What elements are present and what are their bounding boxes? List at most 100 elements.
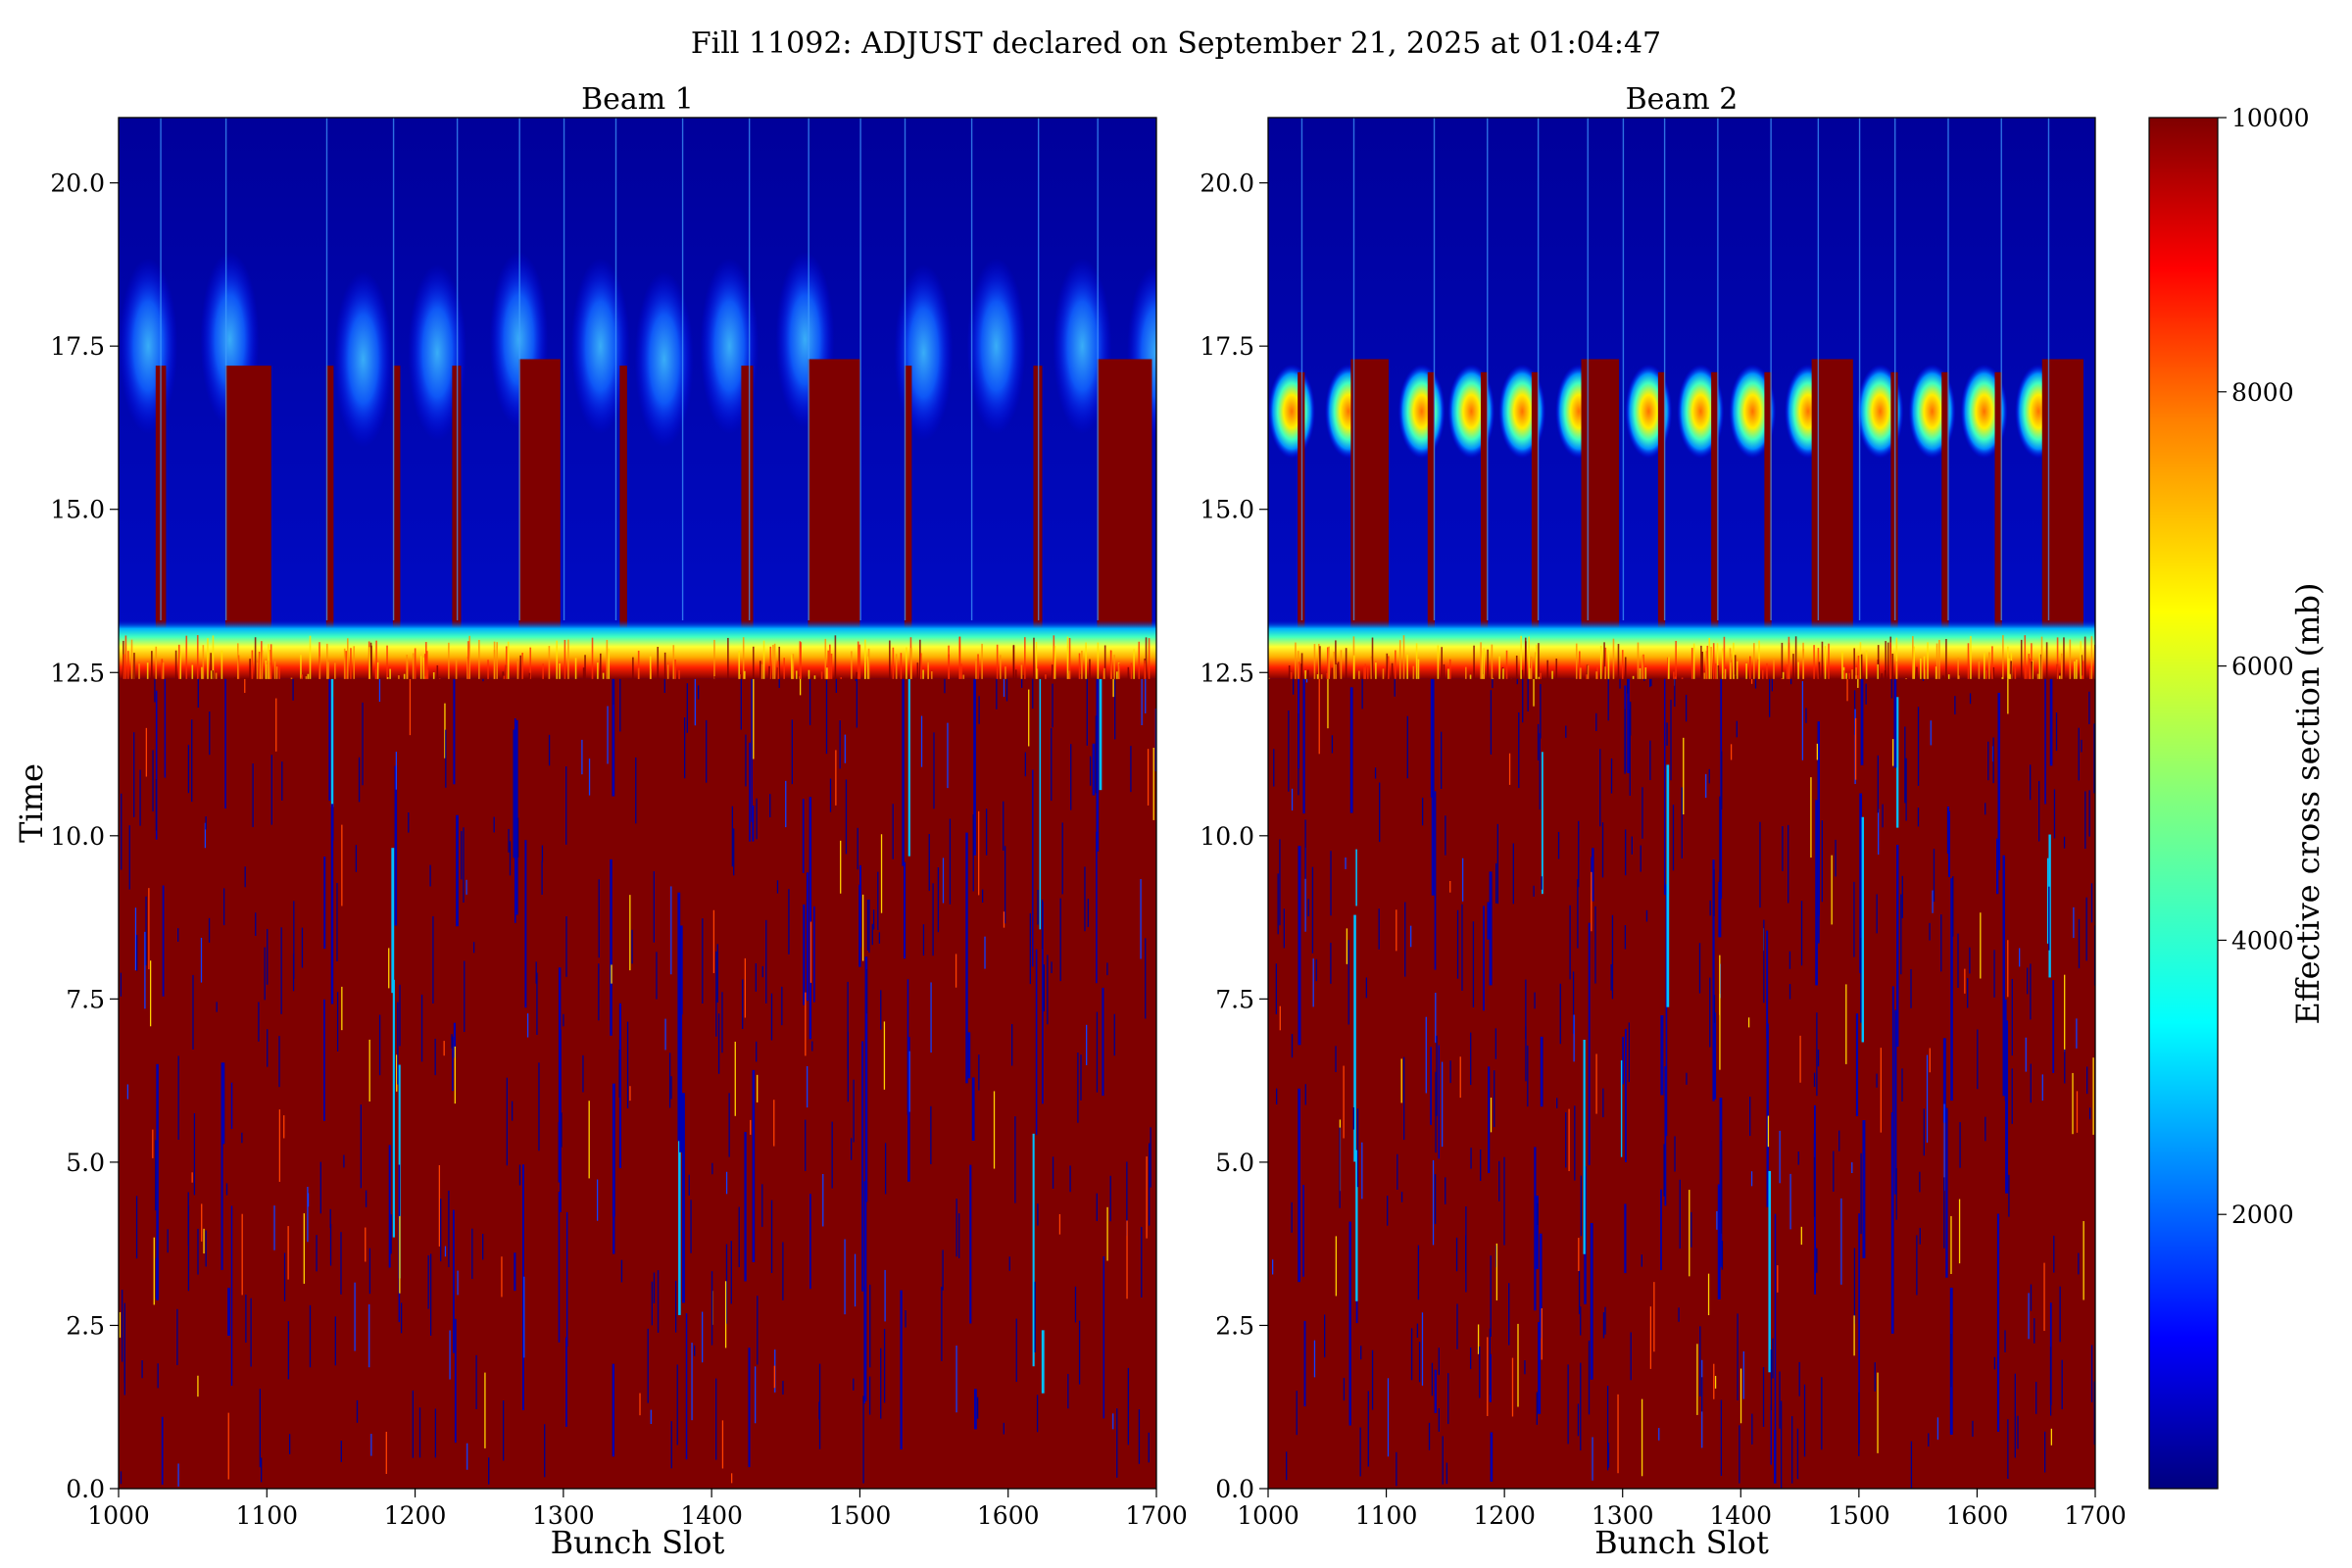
noise-streak [1796,1428,1799,1480]
noise-streak [1447,1373,1449,1425]
noise-streak [1840,1198,1842,1285]
noise-streak [862,1396,864,1484]
band-flame [1388,656,1390,679]
noise-streak [1739,1425,1740,1484]
noise-streak [152,750,154,812]
noise-streak [1037,890,1039,925]
band-flame [127,651,129,679]
band-flame [1642,654,1644,679]
noise-streak [949,818,952,905]
noise-streak [1539,733,1541,810]
noise-streak [811,1041,813,1052]
noise-streak [2078,727,2080,781]
noise-streak [1858,1392,1860,1456]
upper-track [1622,118,1625,620]
gap-streak [1438,1045,1441,1159]
noise-streak [501,1256,503,1298]
persistent-high [392,366,401,681]
noise-streak [1631,836,1633,855]
noise-streak [1525,1026,1527,1082]
band-flame [2031,661,2033,679]
band-flame [900,653,903,679]
noise-streak [244,678,246,694]
noise-streak [1059,898,1061,982]
gap-streak [680,925,683,1015]
band-flame [783,658,785,679]
band-flame [258,652,261,679]
noise-streak [1779,1130,1781,1184]
band-flame [1942,675,1944,679]
band-flame [713,676,716,679]
band-flame [2008,658,2010,679]
band-flame [672,645,675,679]
noise-streak [1360,1346,1362,1360]
band-flame [1797,662,1799,679]
noise-streak [523,1276,525,1358]
noise-streak [365,1190,368,1207]
band-flame [2082,661,2084,679]
noise-streak [429,1253,432,1336]
band-flame [600,653,602,679]
band-flame [856,671,858,679]
noise-streak [620,1259,623,1283]
figure-title: Fill 11092: ADJUST declared on September… [691,26,1661,61]
band-flame [608,648,611,679]
noise-streak [825,679,828,755]
band-flame [422,657,425,679]
gap-streak [1032,1133,1035,1367]
band-flame [1595,671,1597,679]
band-flame [2009,673,2011,679]
noise-streak [778,678,780,688]
gap-streak [863,1286,866,1404]
noise-streak [133,732,135,817]
upper-track [1037,118,1040,620]
noise-streak [1910,1441,1913,1489]
noise-streak [868,1376,871,1415]
y-tick-label: 15.0 [1200,496,1254,524]
noise-streak [1037,1203,1039,1226]
gap-streak [973,678,976,856]
noise-streak [1588,1340,1591,1415]
noise-streak [844,1239,846,1315]
band-flame [1298,662,1300,679]
noise-streak [2017,1415,2019,1449]
noise-streak [438,1164,441,1247]
noise-streak [930,1105,932,1164]
noise-streak [1339,1127,1341,1208]
gap-streak [861,1041,864,1292]
gap-streak [230,1205,233,1387]
noise-streak [944,678,946,694]
noise-streak [1525,979,1527,1040]
band-flame [762,640,765,679]
noise-streak [1371,1349,1374,1410]
noise-streak [1304,848,1306,932]
gap-streak [522,1164,524,1411]
band-flame [564,639,566,679]
noise-streak [728,1093,730,1157]
noise-streak [134,907,137,971]
band-flame [738,651,741,679]
noise-streak [1679,1179,1681,1250]
band-flame [977,654,979,679]
noise-streak [1311,866,1314,954]
band-flame [840,677,843,679]
gap-streak [1774,1213,1777,1461]
noise-streak [880,990,882,1030]
band-flame [268,661,270,679]
noise-streak [336,992,339,1052]
band-flame [345,651,348,679]
y-tick-label: 0.0 [1215,1475,1254,1503]
band-flame [220,650,223,679]
noise-streak [1831,855,1833,925]
noise-streak [2050,1428,2053,1446]
band-flame [386,645,388,679]
gap-streak [227,1288,230,1336]
noise-streak [541,845,544,862]
noise-streak [1456,909,1459,979]
x-tick-label: 1400 [680,1501,743,1530]
noise-streak [809,921,812,983]
noise-streak [516,817,519,858]
noise-streak [1602,1312,1605,1339]
noise-streak [1011,1023,1013,1066]
noise-streak [1926,1054,1929,1143]
